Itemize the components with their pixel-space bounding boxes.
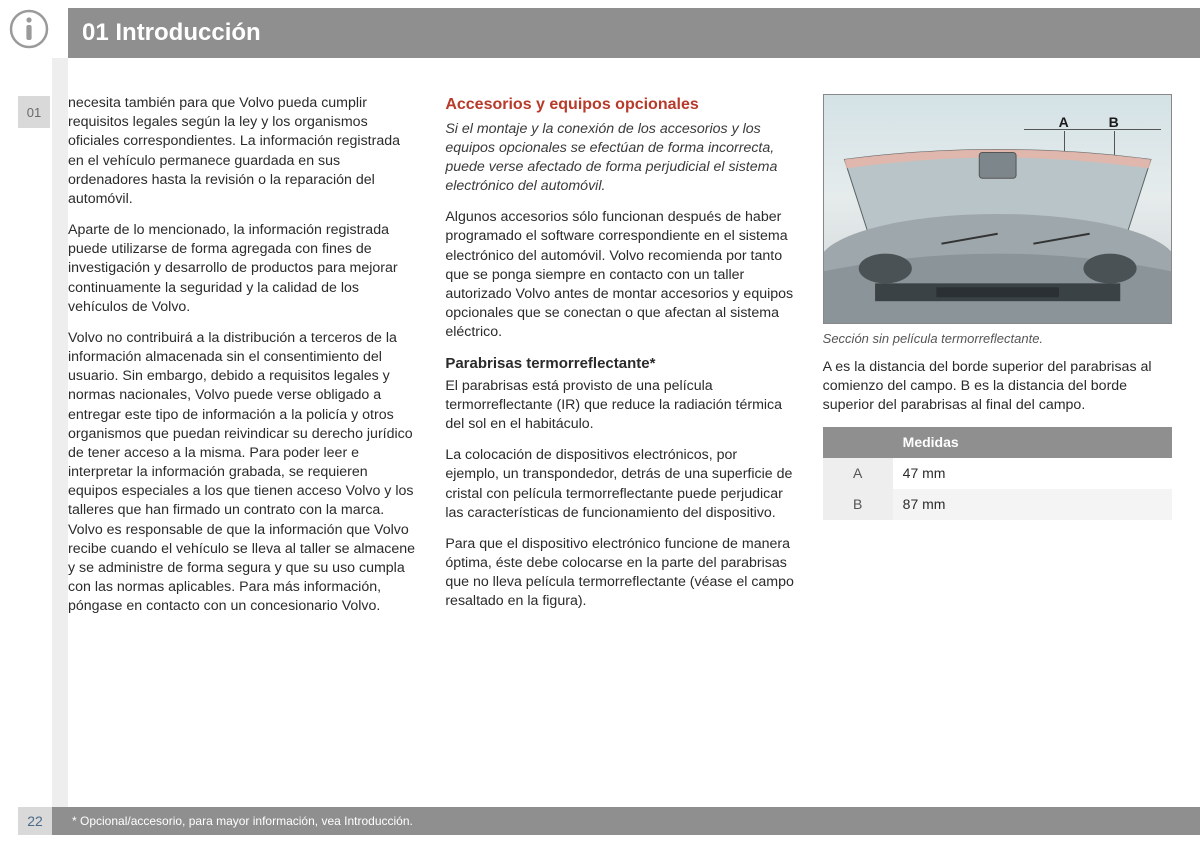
footer-bar: * Opcional/accesorio, para mayor informa…	[52, 807, 1200, 835]
chapter-tab: 01	[18, 96, 50, 128]
column-1: necesita también para que Volvo pueda cu…	[68, 94, 417, 785]
table-cell-value: 47 mm	[893, 458, 1172, 489]
body-text: El parabrisas está provisto de una pelíc…	[445, 377, 794, 435]
left-gutter	[52, 58, 68, 807]
body-text: Aparte de lo mencionado, la información …	[68, 221, 417, 317]
body-text: necesita también para que Volvo pueda cu…	[68, 94, 417, 209]
table-row: A 47 mm	[823, 458, 1172, 489]
windshield-figure: A B	[823, 94, 1172, 324]
section-heading: Accesorios y equipos opcionales	[445, 94, 794, 116]
body-text-italic: Si el montaje y la conexión de los acces…	[445, 120, 794, 197]
page-number: 22	[18, 807, 52, 835]
body-text: A es la distancia del borde superior del…	[823, 358, 1172, 416]
body-text: La colocación de dispositivos electrónic…	[445, 446, 794, 523]
measures-table: Medidas A 47 mm B 87 mm	[823, 427, 1172, 520]
column-3: A B Sección sin película termorreflectan…	[823, 94, 1172, 785]
chapter-title: 01 Introducción	[82, 19, 261, 47]
info-icon	[8, 8, 58, 58]
body-text: Algunos accesorios sólo funcionan despué…	[445, 208, 794, 342]
column-2: Accesorios y equipos opcionales Si el mo…	[445, 94, 794, 785]
sub-heading: Parabrisas termorreflectante*	[445, 354, 794, 374]
table-cell-label: B	[823, 489, 893, 520]
body-text: Volvo no contribuirá a la distribución a…	[68, 329, 417, 617]
content-columns: necesita también para que Volvo pueda cu…	[68, 94, 1172, 785]
figure-guide-line	[1024, 129, 1161, 130]
figure-tick	[1114, 131, 1115, 155]
table-cell-label: A	[823, 458, 893, 489]
header-bar: 01 Introducción	[68, 8, 1200, 58]
body-text: Para que el dispositivo electrónico func…	[445, 535, 794, 612]
table-cell-value: 87 mm	[893, 489, 1172, 520]
footer-note: * Opcional/accesorio, para mayor informa…	[72, 814, 413, 828]
table-header: Medidas	[893, 427, 1172, 458]
figure-caption: Sección sin película termorreflectante.	[823, 330, 1172, 348]
table-row: B 87 mm	[823, 489, 1172, 520]
figure-tick	[1064, 131, 1065, 151]
table-header-blank	[823, 427, 893, 458]
